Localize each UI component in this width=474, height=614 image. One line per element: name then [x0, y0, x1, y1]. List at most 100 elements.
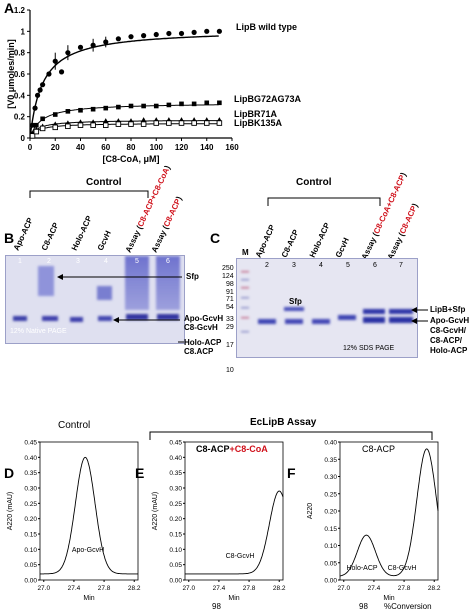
data-point	[128, 121, 134, 127]
control-label-c: Control	[296, 177, 332, 188]
data-point	[203, 120, 210, 126]
data-point	[77, 44, 84, 50]
fit-curve	[30, 104, 219, 137]
panel-e-title: C8-ACP+C8-CoA	[196, 444, 268, 454]
data-point	[58, 69, 65, 75]
x-tick-label: 40	[76, 143, 85, 152]
x-tick-label: 27.4	[368, 585, 381, 592]
lane-number-c-6: 6	[373, 262, 377, 269]
y-tick-label: 0.10	[324, 543, 337, 550]
data-point	[191, 29, 197, 35]
chromatogram-d: 0.00 0.05 0.10 0.15 0.20 0.25 0.30 0.35 0.40 0.45…	[7, 440, 141, 603]
holo-acp-label-b: Holo-ACP	[184, 338, 222, 347]
lane-number-b-4: 4	[104, 258, 108, 265]
lipb-sfp-label-c: LipB+Sfp	[430, 305, 466, 314]
c8-gcvh-label-c: C8-GcvH/	[430, 326, 467, 335]
x-tick-label: 60	[101, 143, 110, 152]
data-point	[191, 120, 197, 126]
peak-label: C8-GcvH	[388, 565, 417, 572]
mw-33: 33	[226, 316, 234, 323]
data-point	[77, 122, 84, 128]
x-axis-label: Min	[83, 595, 94, 602]
y-tick-label: 0.40	[169, 455, 182, 462]
data-point	[166, 30, 172, 37]
data-point	[32, 105, 38, 111]
x-tick-label: 27.8	[398, 585, 411, 592]
y-tick-label: 0.45	[169, 440, 182, 447]
mw-124: 124	[222, 273, 234, 280]
data-point	[115, 36, 121, 42]
y-tick-label: 0.00	[324, 578, 337, 585]
x-tick-label: 120	[175, 143, 189, 152]
y-tick-label: 0.25	[24, 501, 37, 508]
mw-91: 91	[226, 289, 234, 296]
fit-curve	[30, 120, 219, 137]
mw-71: 71	[226, 296, 234, 303]
mw-10: 10	[226, 367, 234, 374]
x-tick-label: 27.8	[243, 585, 256, 592]
data-point	[217, 100, 222, 106]
data-point	[52, 112, 58, 117]
plot-frame	[184, 441, 284, 581]
ec-lipb-assay-label: EcLipB Assay	[250, 417, 317, 428]
x-tick-label: 27.8	[98, 585, 111, 592]
y-tick-label: 0.00	[169, 578, 182, 585]
lane-number-c-4: 4	[319, 262, 323, 269]
data-point	[34, 92, 41, 98]
control-label-b: Control	[86, 177, 122, 188]
data-point	[178, 120, 185, 126]
sds-page-gel: 2 3 4 5 6 7 Sfp 12% SDS PAGE	[236, 258, 418, 358]
data-point	[204, 28, 210, 34]
data-point	[140, 121, 147, 127]
peak-label: Apo-GcvH	[72, 547, 104, 554]
x-tick-label: 27.4	[68, 585, 81, 592]
data-point	[39, 125, 46, 132]
data-point	[191, 101, 197, 107]
plot-frame	[39, 441, 139, 581]
kinetics-chart: 0 0.2 0.4 0.6 0.8 1 1.2 0 20 40 60 80 100 120 140 160 [C…	[6, 6, 302, 164]
native-page-gel: 1 2 3 4 5 6 12% Native PAGE	[5, 255, 185, 344]
data-point	[102, 122, 109, 128]
conversion-e-value: 98	[212, 602, 221, 611]
x-tick-label: 140	[200, 143, 214, 152]
y-tick-label: 0.20	[169, 516, 182, 523]
c8-gcvh-label-b: C8-GcvH	[184, 323, 218, 332]
y-tick-label: 0.05	[169, 562, 182, 569]
data-point	[103, 105, 109, 111]
y-tick-label: 0.15	[24, 532, 37, 539]
y-tick-label: 0.40	[324, 440, 337, 447]
mw-98: 98	[226, 281, 234, 288]
data-point	[153, 120, 159, 126]
y-tick-label: 0.35	[24, 470, 37, 477]
x-tick-label: 160	[225, 143, 239, 152]
data-point	[102, 118, 109, 124]
x-axis-label: Min	[383, 595, 394, 602]
lane-number-b-3: 3	[76, 258, 80, 265]
y-axis-label: A220	[307, 503, 314, 519]
data-point	[29, 133, 36, 139]
data-point	[115, 121, 122, 127]
lane-number-b-1: 1	[18, 258, 22, 265]
control-bracket-c	[267, 197, 381, 206]
y-tick-label: 0.30	[169, 486, 182, 493]
fit-curve	[29, 35, 219, 133]
panel-letter-f: F	[287, 465, 296, 481]
y-tick-label: 0.15	[324, 526, 337, 533]
arrows-c	[411, 307, 428, 324]
control-bracket-b	[29, 190, 149, 198]
lane-number-c-7: 7	[399, 262, 403, 269]
panel-letter-a: A	[4, 0, 15, 16]
x-axis-label: Min	[228, 595, 239, 602]
x-tick-label: 0	[28, 143, 33, 152]
trace-line	[185, 490, 284, 575]
data-point	[33, 128, 40, 135]
c8-acp-label-c: C8-ACP/	[430, 336, 463, 345]
x-tick-label: 28.2	[273, 585, 286, 592]
data-point	[179, 101, 184, 107]
mw-54: 54	[226, 304, 234, 311]
x-tick-label: 27.4	[213, 585, 226, 592]
y-axis-label: A220 (mAU)	[7, 492, 14, 531]
y-tick-label: 0.10	[24, 547, 37, 554]
data-point	[65, 109, 71, 114]
data-point	[178, 30, 185, 37]
